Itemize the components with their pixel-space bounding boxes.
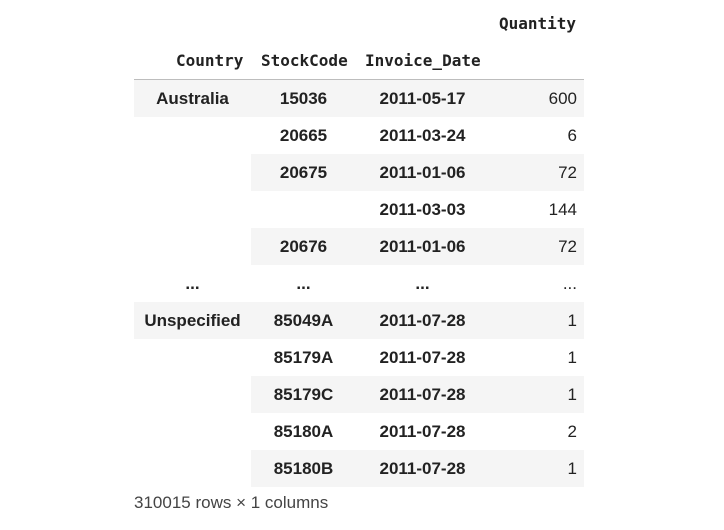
country-cell: [134, 413, 251, 450]
table-row: 20665 2011-03-24 6: [134, 117, 584, 154]
country-cell: [134, 228, 251, 265]
invoice-date-cell: 2011-01-06: [379, 163, 466, 182]
country-cell: [134, 191, 251, 228]
table-row: Unspecified 85049A 2011-07-28 1: [134, 302, 584, 339]
stockcode-cell: ...: [296, 274, 311, 293]
table-row: 85180B 2011-07-28 1: [134, 450, 584, 487]
country-cell: [134, 339, 251, 376]
stockcode-cell: 85049A: [273, 311, 334, 330]
quantity-cell: 1: [567, 385, 577, 404]
table-row: Australia 15036 2011-05-17 600: [134, 80, 584, 117]
invoice-date-cell: 2011-01-06: [379, 237, 466, 256]
invoice-date-cell: 2011-07-28: [379, 311, 466, 330]
quantity-cell: 1: [567, 311, 577, 330]
country-cell: Australia: [156, 89, 229, 108]
row-stripe: [251, 154, 584, 191]
invoice-date-cell: 2011-07-28: [379, 459, 466, 478]
quantity-cell: 6: [567, 126, 577, 145]
quantity-cell: 72: [558, 237, 577, 256]
invoice-date-cell: 2011-03-03: [379, 200, 466, 219]
stockcode-cell: 85179A: [273, 348, 334, 367]
row-stripe: [134, 302, 584, 339]
stockcode-cell: 20676: [279, 237, 328, 256]
header-divider: [134, 79, 584, 80]
row-stripe: [251, 376, 584, 413]
country-cell: [134, 117, 251, 154]
quantity-cell: 144: [548, 200, 577, 219]
stockcode-cell: 85180B: [273, 459, 334, 478]
invoice-date-cell: 2011-07-28: [379, 348, 466, 367]
table-row: 85180A 2011-07-28 2: [134, 413, 584, 450]
index-header-country: Country: [176, 51, 244, 70]
country-cell: [134, 376, 251, 413]
stockcode-cell: 15036: [279, 89, 328, 108]
country-cell: [134, 154, 251, 191]
stockcode-cell: 20665: [279, 126, 328, 145]
quantity-cell: ...: [562, 274, 577, 293]
country-cell: ...: [185, 274, 200, 293]
invoice-date-cell: 2011-05-17: [379, 89, 466, 108]
table-row: 20676 2011-01-06 72: [134, 228, 584, 265]
stockcode-cell: 85180A: [273, 422, 334, 441]
index-header-invoice-date: Invoice_Date: [365, 51, 481, 70]
index-header-stockcode: StockCode: [261, 51, 348, 70]
ellipsis-row: ............: [134, 265, 584, 302]
quantity-cell: 1: [567, 348, 577, 367]
quantity-cell: 2: [567, 422, 577, 441]
table-row: 2011-03-03 144: [134, 191, 584, 228]
table-row: 20675 2011-01-06 72: [134, 154, 584, 191]
table-row: 85179C 2011-07-28 1: [134, 376, 584, 413]
table-row: 85179A 2011-07-28 1: [134, 339, 584, 376]
table-shape-footer: 310015 rows × 1 columns: [134, 493, 329, 512]
quantity-cell: 72: [558, 163, 577, 182]
stockcode-cell: 85179C: [273, 385, 334, 404]
invoice-date-cell: ...: [415, 274, 430, 293]
invoice-date-cell: 2011-07-28: [379, 385, 466, 404]
stockcode-cell: 20675: [279, 163, 328, 182]
row-stripe: [134, 80, 584, 117]
stockcode-cell: [251, 191, 356, 228]
quantity-cell: 1: [567, 459, 577, 478]
country-cell: Unspecified: [144, 311, 241, 330]
invoice-date-cell: 2011-03-24: [379, 126, 466, 145]
invoice-date-cell: 2011-07-28: [379, 422, 466, 441]
value-column-header: Quantity: [499, 14, 577, 33]
quantity-cell: 600: [548, 89, 577, 108]
country-cell: [134, 450, 251, 487]
row-stripe: [251, 450, 584, 487]
row-stripe: [251, 228, 584, 265]
